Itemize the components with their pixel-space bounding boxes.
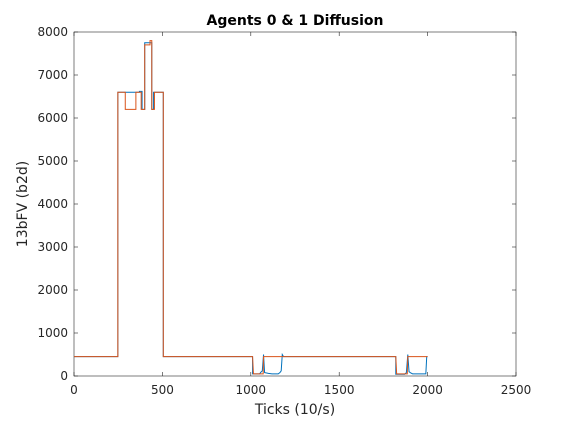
- y-tick-label: 2000: [37, 283, 68, 297]
- series-layer: [74, 40, 428, 375]
- plot-area: [73, 31, 517, 377]
- x-tick-label: 2000: [412, 383, 443, 397]
- y-tick-label: 7000: [37, 68, 68, 82]
- y-tick-label: 6000: [37, 111, 68, 125]
- y-tick-label: 5000: [37, 154, 68, 168]
- y-tick-label: 1000: [37, 326, 68, 340]
- y-tick-label: 8000: [37, 25, 68, 39]
- series-line-1: [74, 40, 428, 375]
- y-tick-label: 4000: [37, 197, 68, 211]
- y-tick-label: 0: [60, 369, 68, 383]
- x-axis: 0 500 1000 1500 2000 2500: [70, 32, 531, 397]
- y-axis-label: 13bFV (b2d): [15, 161, 31, 247]
- x-tick-label: 1000: [236, 383, 267, 397]
- x-tick-label: 1500: [324, 383, 355, 397]
- x-tick-label: 2500: [501, 383, 532, 397]
- x-axis-label: Ticks (10/s): [254, 402, 335, 418]
- series-line-0: [74, 42, 428, 375]
- y-tick-label: 3000: [37, 240, 68, 254]
- y-axis: 0 1000 2000 3000 4000 5000 6000 7000 8000: [37, 25, 516, 383]
- x-tick-label: 0: [70, 383, 78, 397]
- chart-title: Agents 0 & 1 Diffusion: [207, 13, 384, 29]
- x-tick-label: 500: [151, 383, 174, 397]
